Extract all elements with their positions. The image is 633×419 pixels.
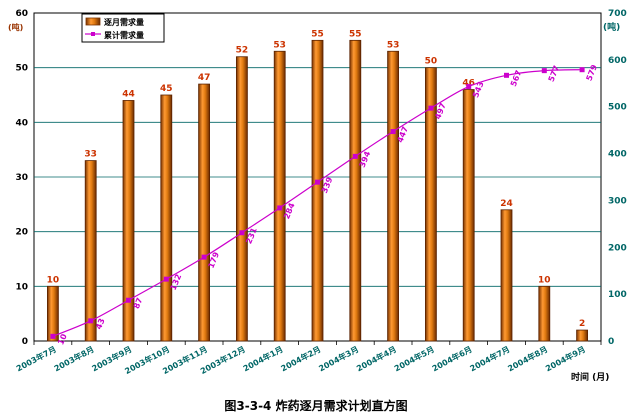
y-tick-left: 0 xyxy=(22,337,28,347)
legend-bar-swatch xyxy=(85,17,101,26)
cumulative-point xyxy=(88,318,94,324)
cumulative-point xyxy=(50,333,56,339)
cumulative-point xyxy=(504,72,509,78)
y-tick-left: 40 xyxy=(15,118,28,128)
bar-value-label: 55 xyxy=(311,29,324,39)
bar-value-label: 10 xyxy=(47,275,60,285)
bar xyxy=(538,285,551,342)
bar xyxy=(311,39,324,342)
bar xyxy=(198,83,211,342)
bar xyxy=(424,67,437,342)
bar xyxy=(84,160,97,342)
bar-value-label: 44 xyxy=(122,89,135,99)
cumulative-point xyxy=(163,276,169,282)
y-tick-right: 300 xyxy=(608,196,627,206)
bar xyxy=(47,285,59,342)
legend: 逐月需求量 累计需求量 xyxy=(81,13,165,43)
cumulative-point xyxy=(579,67,585,73)
bar-value-label: 53 xyxy=(273,40,286,50)
cumulative-point xyxy=(466,84,472,90)
x-tick-label: 2004年2月 xyxy=(279,344,322,373)
bar xyxy=(160,94,173,342)
bar xyxy=(122,100,135,342)
legend-line-marker xyxy=(91,32,95,36)
legend-line-label: 累计需求量 xyxy=(104,30,144,40)
y-tick-left: 20 xyxy=(15,228,28,238)
x-tick-label: 2004年7月 xyxy=(468,344,511,373)
x-tick-label: 2004年9月 xyxy=(544,344,587,373)
y-axis-right-unit: (吨) xyxy=(603,21,620,33)
x-tick-label: 2004年4月 xyxy=(355,344,398,373)
cumulative-point xyxy=(201,254,207,260)
cumulative-value-label: 43 xyxy=(94,317,107,331)
bar-value-label: 24 xyxy=(500,199,513,209)
y-tick-right: 100 xyxy=(608,290,627,300)
y-axis-left-unit: (吨) xyxy=(8,22,23,32)
x-tick-label: 2003年7月 xyxy=(14,344,57,373)
bar-value-label: 55 xyxy=(349,29,362,39)
bar xyxy=(500,209,513,342)
y-tick-right: 200 xyxy=(608,243,627,253)
bar-value-label: 52 xyxy=(236,46,249,56)
y-tick-right: 0 xyxy=(608,337,614,347)
bar-value-label: 53 xyxy=(387,40,400,50)
bar-value-label: 46 xyxy=(462,79,475,89)
y-tick-right: 600 xyxy=(608,56,627,66)
x-tick-label: 2004年8月 xyxy=(506,344,549,373)
bar-value-label: 10 xyxy=(538,275,551,285)
cumulative-point xyxy=(315,179,320,185)
cumulative-point xyxy=(428,105,434,111)
y-tick-right: 500 xyxy=(608,103,627,113)
y-tick-left: 50 xyxy=(15,64,28,74)
cumulative-value-label: 10 xyxy=(56,332,69,346)
bar-value-label: 50 xyxy=(425,57,438,67)
legend-bar-label: 逐月需求量 xyxy=(104,17,144,27)
bar xyxy=(349,39,362,342)
bar xyxy=(462,89,475,342)
bar-value-label: 47 xyxy=(198,73,211,83)
cumulative-point xyxy=(277,205,283,211)
bar-value-label: 45 xyxy=(160,84,173,94)
y-tick-right: 700 xyxy=(608,9,627,19)
y-tick-left: 10 xyxy=(15,282,28,292)
cumulative-point xyxy=(126,297,131,303)
cumulative-point xyxy=(390,129,396,135)
x-axis-title: 时间 (月) xyxy=(571,371,609,383)
cumulative-point xyxy=(541,68,547,74)
bar xyxy=(387,50,400,342)
cumulative-value-label: 87 xyxy=(132,296,145,310)
x-tick-label: 2004年1月 xyxy=(241,344,284,373)
cumulative-point xyxy=(352,153,358,159)
bar xyxy=(235,56,248,342)
y-tick-left: 30 xyxy=(15,173,28,183)
x-tick-label: 2004年5月 xyxy=(392,344,435,373)
y-tick-right: 400 xyxy=(608,150,627,160)
bar-value-label: 33 xyxy=(84,150,97,160)
cumulative-point xyxy=(239,230,245,236)
bar-value-label: 2 xyxy=(579,319,585,329)
x-tick-label: 2003年8月 xyxy=(52,344,95,373)
x-tick-label: 2004年6月 xyxy=(430,344,473,373)
x-tick-label: 2004年3月 xyxy=(317,344,360,373)
chart-caption: 图3-3-4 炸药逐月需求计划直方图 xyxy=(224,398,407,413)
bar xyxy=(576,329,588,342)
bar xyxy=(273,50,286,342)
y-tick-left: 60 xyxy=(15,9,28,19)
